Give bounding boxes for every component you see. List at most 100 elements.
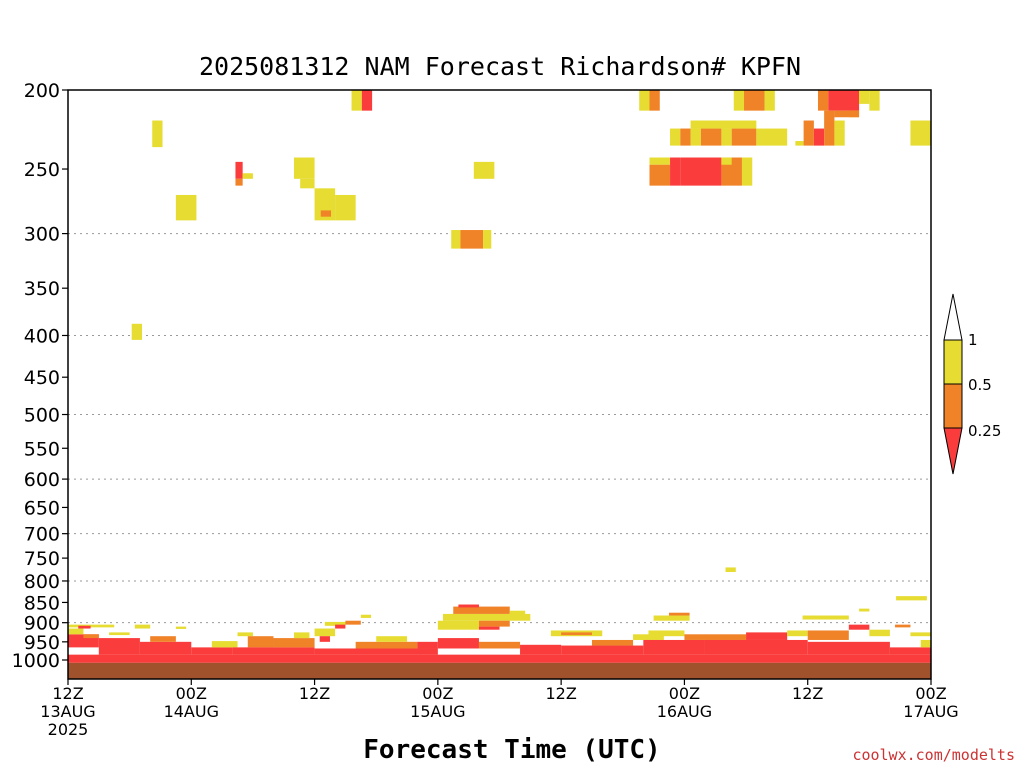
heatmap-cell xyxy=(803,120,814,146)
y-tick-label: 1000 xyxy=(12,650,60,672)
heatmap-cell xyxy=(561,632,592,636)
heatmap-cell xyxy=(746,632,788,640)
heatmap-cell xyxy=(235,161,243,179)
heatmap-cell xyxy=(247,636,274,648)
heatmap-cell xyxy=(834,110,860,118)
heatmap-cell xyxy=(920,639,931,648)
heatmap-cell xyxy=(68,628,84,635)
heatmap-cell xyxy=(859,90,870,104)
heatmap-cell xyxy=(460,230,484,249)
heatmap-cell xyxy=(561,645,644,655)
heatmap-cell xyxy=(335,194,356,221)
heatmap-cell xyxy=(680,128,691,146)
heatmap-cell xyxy=(591,639,634,646)
heatmap-cell xyxy=(335,624,346,629)
heatmap-cell xyxy=(889,647,931,655)
heatmap-cell xyxy=(669,612,690,616)
heatmap-cell xyxy=(725,567,736,573)
heatmap-cell xyxy=(152,120,163,148)
x-tick-label: 17AUG xyxy=(903,702,958,721)
heatmap-cell xyxy=(721,128,732,146)
heatmap-cell xyxy=(478,620,510,627)
x-tick-label: 2025 xyxy=(48,720,89,739)
y-tick-label: 750 xyxy=(24,548,60,570)
heatmap-cell xyxy=(175,626,187,629)
heatmap-cell xyxy=(232,647,315,655)
heatmap-cell xyxy=(648,630,685,637)
heatmap-cell xyxy=(520,644,562,655)
y-tick-label: 400 xyxy=(24,325,60,347)
heatmap-cell xyxy=(237,632,253,637)
y-tick-label: 600 xyxy=(24,469,60,491)
heatmap-cell xyxy=(175,194,197,221)
x-tick-label: 00Z xyxy=(422,684,453,703)
heatmap-cell xyxy=(78,625,91,629)
y-tick-label: 800 xyxy=(24,571,60,593)
heatmap-cell xyxy=(731,128,757,146)
heatmap-cell xyxy=(649,157,671,165)
heatmap-cell xyxy=(834,128,845,146)
x-tick-label: 14AUG xyxy=(164,702,219,721)
heatmap-cell xyxy=(235,178,243,186)
y-tick-label: 200 xyxy=(24,80,60,102)
gridlines xyxy=(68,233,931,661)
heatmap-cell xyxy=(314,628,336,637)
x-tick-label: 16AUG xyxy=(657,702,712,721)
heatmap-cell xyxy=(653,615,690,621)
heatmap-cell xyxy=(360,614,372,618)
heatmap-cell xyxy=(345,620,361,625)
heatmap-cell xyxy=(896,596,927,601)
heatmap-cell xyxy=(314,648,438,655)
colorbar: 1 0.5 0.25 xyxy=(943,293,1001,475)
y-tick-label: 350 xyxy=(24,278,60,300)
heatmap-cell xyxy=(453,606,510,614)
heatmap-cell xyxy=(417,641,438,649)
y-axis-ticks: 200 250 300 350 400 450 500 550 600 650 7007508008… xyxy=(12,80,68,672)
heatmap-cell xyxy=(824,110,835,121)
colorbar-label: 0.25 xyxy=(968,422,1001,440)
heatmap-cell xyxy=(690,120,757,129)
heatmap-cell xyxy=(68,624,115,628)
heatmap-cell xyxy=(869,629,890,637)
data-cells xyxy=(68,90,931,663)
heatmap-cell xyxy=(320,210,332,217)
heatmap-cell xyxy=(910,120,931,146)
heatmap-cell xyxy=(834,120,845,129)
credit-text: coolwx.com/modelts xyxy=(852,746,1015,764)
heatmap-cell xyxy=(848,624,870,630)
heatmap-cell xyxy=(690,128,701,146)
heatmap-cell xyxy=(273,638,315,648)
heatmap-cell xyxy=(437,620,479,630)
y-tick-label: 550 xyxy=(24,438,60,460)
x-tick-label: 12Z xyxy=(52,684,83,703)
heatmap-cell xyxy=(478,641,521,649)
y-tick-label: 300 xyxy=(24,224,60,246)
heatmap-cell xyxy=(150,636,176,642)
heatmap-cell xyxy=(294,632,310,639)
x-tick-label: 15AUG xyxy=(410,702,465,721)
plot-frame xyxy=(67,89,932,680)
x-tick-label: 12Z xyxy=(299,684,330,703)
heatmap-cell xyxy=(670,157,681,186)
heatmap-cell xyxy=(376,636,408,642)
heatmap-cell xyxy=(704,639,808,655)
y-tick-label: 650 xyxy=(24,497,60,519)
heatmap-cell xyxy=(895,624,911,628)
heatmap-cell xyxy=(483,230,492,249)
x-tick-label: 00Z xyxy=(669,684,700,703)
heatmap-cell xyxy=(300,178,315,189)
heatmap-cell xyxy=(649,164,671,186)
x-tick-label: 13AUG xyxy=(40,702,95,721)
heatmap-cell xyxy=(828,90,860,111)
colorbar-bin-orange xyxy=(943,383,963,429)
heatmap-cell xyxy=(721,157,732,165)
heatmap-cell xyxy=(670,128,681,146)
heatmap-cell xyxy=(756,128,788,146)
heatmap-cell xyxy=(478,626,500,630)
heatmap-cell xyxy=(191,647,233,655)
heatmap-cell xyxy=(458,604,479,608)
colorbar-bin-yellow xyxy=(943,339,963,385)
heatmap-cell xyxy=(324,621,346,626)
